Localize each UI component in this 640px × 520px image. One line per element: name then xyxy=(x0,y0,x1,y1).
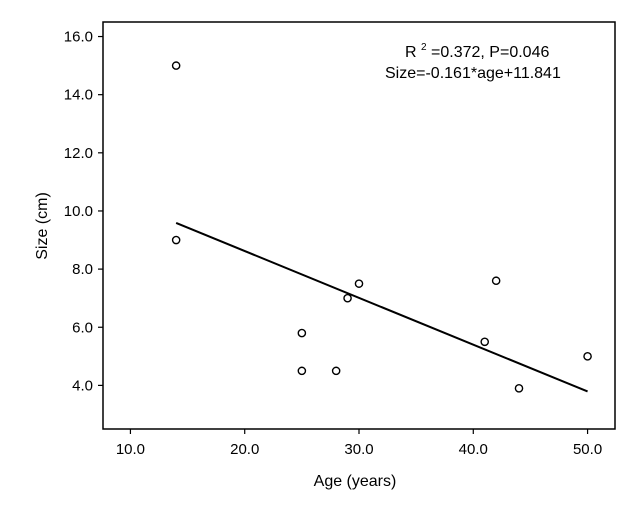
x-tick-label: 10.0 xyxy=(116,441,145,458)
data-point xyxy=(297,366,307,376)
r-squared-values: =0.372, P=0.046 xyxy=(431,44,549,61)
y-axis-label: Size (cm) xyxy=(34,192,51,260)
data-point xyxy=(171,61,181,70)
y-tick-label: 6.0 xyxy=(72,319,93,336)
y-tick-label: 12.0 xyxy=(64,145,93,162)
points-layer xyxy=(171,61,592,393)
x-axis: 10.0 20.0 30.0 40.0 50.0 xyxy=(116,429,602,458)
data-point xyxy=(343,293,352,303)
data-point xyxy=(480,337,490,347)
data-point xyxy=(583,352,592,361)
x-tick-label: 20.0 xyxy=(230,441,259,458)
r-symbol: R xyxy=(405,44,417,61)
y-axis: 4.0 6.0 8.0 10.0 12.0 14.0 16.0 xyxy=(64,29,103,394)
y-tick-label: 16.0 xyxy=(64,29,93,46)
y-tick-label: 8.0 xyxy=(72,261,93,278)
data-point xyxy=(331,366,341,376)
y-tick-label: 14.0 xyxy=(64,87,93,104)
data-point xyxy=(491,276,501,286)
data-point xyxy=(514,383,524,393)
x-axis-label: Age (years) xyxy=(314,473,397,490)
regression-equation: Size=-0.161*age+11.841 xyxy=(385,65,561,82)
r-squared-annotation: R 2 =0.372, P=0.046 xyxy=(405,37,549,61)
regression-layer xyxy=(175,222,588,393)
data-point xyxy=(297,328,307,338)
data-point xyxy=(354,279,364,288)
r-squared-superscript: 2 xyxy=(421,42,427,53)
x-tick-label: 30.0 xyxy=(344,441,373,458)
y-tick-label: 10.0 xyxy=(64,203,93,220)
x-tick-label: 40.0 xyxy=(459,441,488,458)
data-point xyxy=(171,235,181,245)
regression-line xyxy=(175,222,588,393)
x-tick-label: 50.0 xyxy=(573,441,602,458)
y-tick-label: 4.0 xyxy=(72,377,93,394)
